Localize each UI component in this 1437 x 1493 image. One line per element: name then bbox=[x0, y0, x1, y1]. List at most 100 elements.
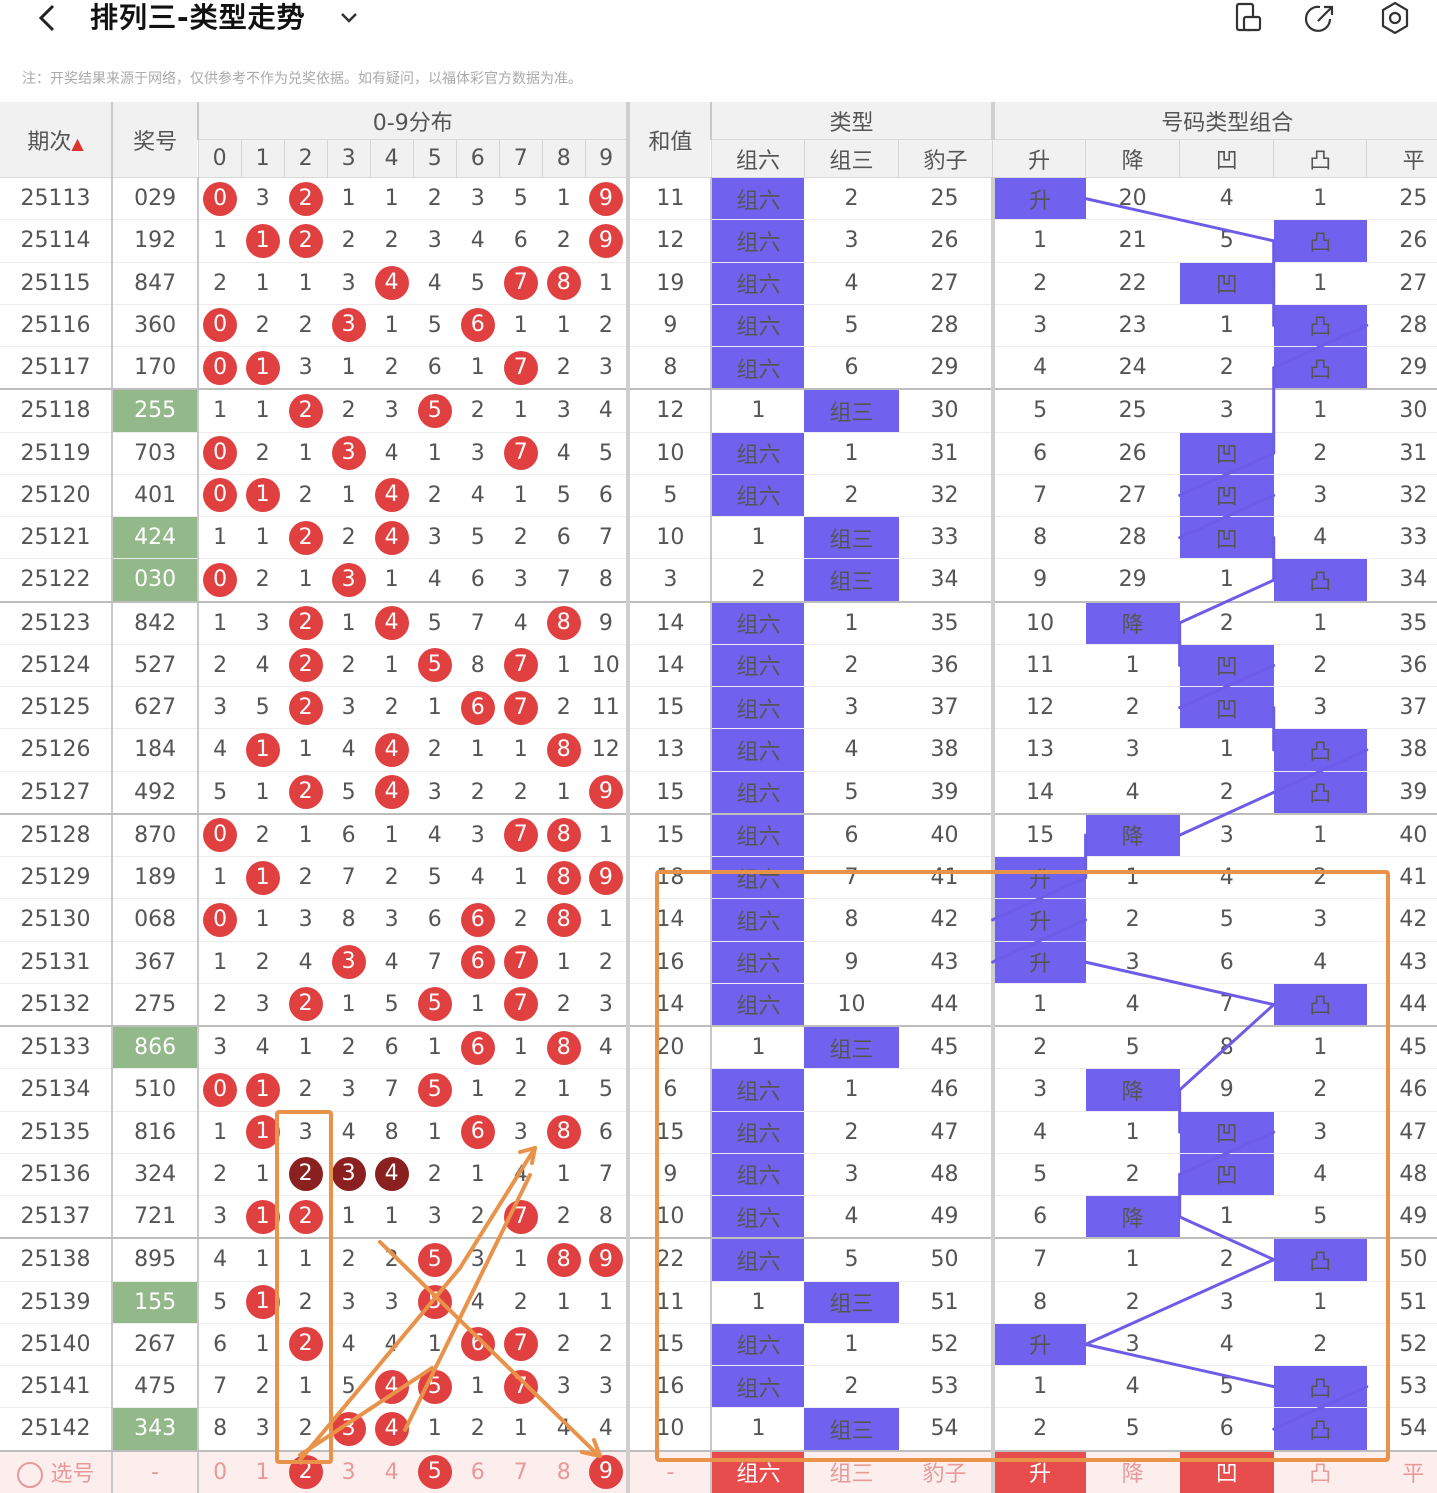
digit-cell: 2 bbox=[542, 1195, 586, 1240]
sum-cell: 15 bbox=[626, 686, 712, 730]
digit-cell: 2 bbox=[499, 516, 543, 560]
type-cell: 组六 bbox=[710, 1323, 805, 1367]
combo-cell: 48 bbox=[1366, 1153, 1437, 1197]
select-digit-ball: 5 bbox=[417, 1455, 452, 1490]
type-cell: 3 bbox=[804, 1153, 899, 1197]
period-cell: 25134 bbox=[0, 1068, 113, 1112]
sum-cell: 14 bbox=[626, 601, 712, 645]
digit-cell: 0 bbox=[197, 558, 242, 603]
award-cell: 255 bbox=[111, 389, 199, 433]
select-digit[interactable]: 8 bbox=[542, 1450, 586, 1493]
digit-cell: 3 bbox=[370, 898, 414, 942]
hit-ball: 0 bbox=[203, 181, 238, 216]
combo-cell: 8 bbox=[990, 516, 1086, 560]
period-cell: 25114 bbox=[0, 219, 113, 263]
select-combo[interactable]: 升 bbox=[990, 1450, 1086, 1493]
period-cell: 25131 bbox=[0, 941, 113, 984]
select-digit[interactable]: 7 bbox=[499, 1450, 543, 1493]
type-cell: 4 bbox=[804, 262, 899, 305]
digit-cell: 1 bbox=[327, 346, 371, 391]
select-digit[interactable]: 0 bbox=[197, 1450, 242, 1493]
period-header[interactable]: 期次▲ bbox=[0, 102, 113, 178]
combo-cell: 5 bbox=[1273, 1195, 1367, 1240]
select-digit[interactable]: 6 bbox=[456, 1450, 500, 1493]
digit-cell: 6 bbox=[585, 1111, 629, 1154]
digit-cell: 4 bbox=[499, 1153, 543, 1197]
type-cell: 46 bbox=[898, 1068, 993, 1112]
combo-cell: 49 bbox=[1366, 1195, 1437, 1240]
title-dropdown[interactable] bbox=[336, 0, 362, 36]
combo-cell: 凸 bbox=[1273, 1238, 1367, 1282]
combo-cell: 6 bbox=[990, 432, 1086, 475]
combo-cell: 52 bbox=[1366, 1323, 1437, 1367]
sum-cell: 18 bbox=[626, 856, 712, 900]
period-cell: 25130 bbox=[0, 898, 113, 942]
select-digit[interactable]: 4 bbox=[370, 1450, 414, 1493]
combo-cell: 29 bbox=[1366, 346, 1437, 391]
sum-cell: 10 bbox=[626, 516, 712, 560]
digit-cell: 8 bbox=[456, 644, 500, 688]
digit-cell: 4 bbox=[370, 1153, 414, 1197]
select-digit[interactable]: 5 bbox=[413, 1450, 457, 1493]
rotate-screen-button[interactable] bbox=[1228, 0, 1268, 36]
select-type[interactable]: 组六 bbox=[710, 1450, 805, 1493]
digit-cell: 1 bbox=[284, 813, 328, 857]
type-cell: 组六 bbox=[710, 474, 805, 518]
table-row: 25138 895 4 1 1 2 2 5 3 1 8 9 22 组六 5 50 7 1 2 凸 50 bbox=[0, 1238, 1437, 1282]
hit-ball: 7 bbox=[503, 987, 538, 1022]
sum-cell: 10 bbox=[626, 1407, 712, 1452]
digit-cell: 1 bbox=[284, 262, 328, 305]
select-combo[interactable]: 平 bbox=[1366, 1450, 1437, 1493]
digit-cell: 0 bbox=[197, 432, 242, 475]
table-row: 25127 492 5 1 2 5 4 3 2 2 1 9 15 组六 5 39 14 4 2 凸 39 bbox=[0, 771, 1437, 815]
select-number-button[interactable]: 选号 bbox=[0, 1450, 113, 1493]
digit-cell: 7 bbox=[499, 813, 543, 857]
select-digit[interactable]: 1 bbox=[241, 1450, 285, 1493]
type-cell: 48 bbox=[898, 1153, 993, 1197]
digit-cell: 1 bbox=[413, 1407, 457, 1452]
type-cell: 41 bbox=[898, 856, 993, 900]
select-digit[interactable]: 3 bbox=[327, 1450, 371, 1493]
select-combo[interactable]: 降 bbox=[1085, 1450, 1180, 1493]
digit-cell: 1 bbox=[327, 601, 371, 645]
select-combo[interactable]: 凹 bbox=[1179, 1450, 1274, 1493]
select-type[interactable]: 组三 bbox=[804, 1450, 899, 1493]
hit-ball: 9 bbox=[588, 223, 623, 258]
award-cell: 870 bbox=[111, 813, 199, 857]
combo-cell: 凸 bbox=[1273, 1365, 1367, 1409]
digit-cell: 2 bbox=[284, 601, 328, 645]
digit-cell: 2 bbox=[284, 856, 328, 900]
digit-cell: 4 bbox=[370, 516, 414, 560]
combo-cell: 凹 bbox=[1179, 474, 1274, 518]
period-cell: 25113 bbox=[0, 177, 113, 221]
digit-cell: 4 bbox=[370, 941, 414, 984]
type-cell: 47 bbox=[898, 1111, 993, 1154]
settings-button[interactable] bbox=[1375, 0, 1415, 36]
hit-ball: 1 bbox=[245, 223, 280, 258]
share-button[interactable] bbox=[1300, 0, 1340, 36]
hit-ball: 1 bbox=[245, 478, 280, 513]
digit-cell: 6 bbox=[456, 558, 500, 603]
digit-cell: 4 bbox=[456, 219, 500, 263]
digit-cell: 3 bbox=[197, 1195, 242, 1240]
select-type[interactable]: 豹子 bbox=[898, 1450, 993, 1493]
digit-header: 8 bbox=[541, 139, 586, 178]
digit-cell: 1 bbox=[370, 304, 414, 348]
type-cell: 2 bbox=[710, 558, 805, 603]
select-combo[interactable]: 凸 bbox=[1273, 1450, 1367, 1493]
digit-cell: 2 bbox=[499, 898, 543, 942]
period-cell: 25121 bbox=[0, 516, 113, 560]
combo-cell: 1 bbox=[1085, 644, 1180, 688]
combo-header: 号码类型组合 bbox=[990, 102, 1437, 140]
combo-cell: 1 bbox=[1085, 856, 1180, 900]
distribution-header: 0-9分布 bbox=[197, 102, 629, 140]
table-row: 25139 155 5 1 2 3 3 5 4 2 1 1 11 1 组三 51 8 2 3 1 51 bbox=[0, 1281, 1437, 1324]
type-col-header: 组三 bbox=[803, 139, 899, 178]
select-digit[interactable]: 9 bbox=[585, 1450, 629, 1493]
back-button[interactable] bbox=[30, 0, 66, 36]
digit-cell: 1 bbox=[456, 346, 500, 391]
select-digit[interactable]: 2 bbox=[284, 1450, 328, 1493]
digit-cell: 1 bbox=[197, 389, 242, 433]
combo-cell: 2 bbox=[1179, 601, 1274, 645]
digit-cell: 9 bbox=[585, 856, 629, 900]
